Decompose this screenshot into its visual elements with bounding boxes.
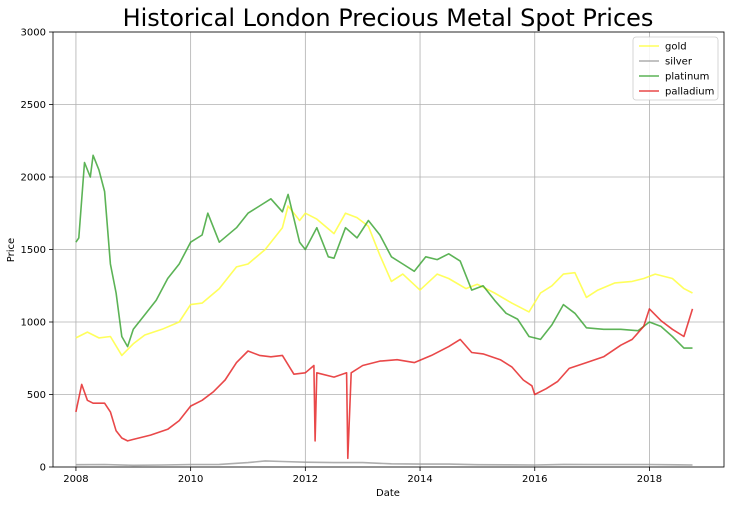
- axis-ticks: 2008 2010 2012 2014 2016 2018 0 500 1000 1500 2000…: [21, 28, 663, 486]
- series-line-platinum: [75, 154, 693, 349]
- legend-label-palladium: palladium: [665, 87, 714, 98]
- x-axis-label: Date: [376, 488, 400, 499]
- y-tick-label: 500: [27, 390, 46, 401]
- y-axis-label: Price: [6, 238, 17, 262]
- series-line-gold: [75, 205, 693, 357]
- chart-title: Historical London Precious Metal Spot Pr…: [123, 4, 654, 32]
- y-tick-label: 3000: [21, 28, 46, 39]
- series-line-silver: [75, 460, 693, 467]
- x-tick-label: 2018: [637, 474, 662, 485]
- series-line-palladium: [75, 308, 694, 460]
- y-tick-label: 2000: [21, 173, 46, 184]
- legend-label-silver: silver: [665, 57, 693, 68]
- plot-series: [75, 154, 694, 467]
- x-tick-label: 2012: [293, 474, 318, 485]
- y-tick-label: 1000: [21, 318, 46, 329]
- y-tick-label: 2500: [21, 100, 46, 111]
- x-tick-label: 2014: [407, 474, 432, 485]
- x-tick-label: 2008: [63, 474, 88, 485]
- legend: gold silver platinum palladium: [632, 36, 719, 101]
- y-tick-label: 0: [40, 463, 46, 474]
- y-tick-label: 1500: [21, 245, 46, 256]
- legend-label-platinum: platinum: [665, 72, 709, 83]
- legend-box: [632, 36, 719, 101]
- x-tick-label: 2010: [178, 474, 203, 485]
- legend-label-gold: gold: [665, 42, 687, 53]
- x-tick-label: 2016: [522, 474, 547, 485]
